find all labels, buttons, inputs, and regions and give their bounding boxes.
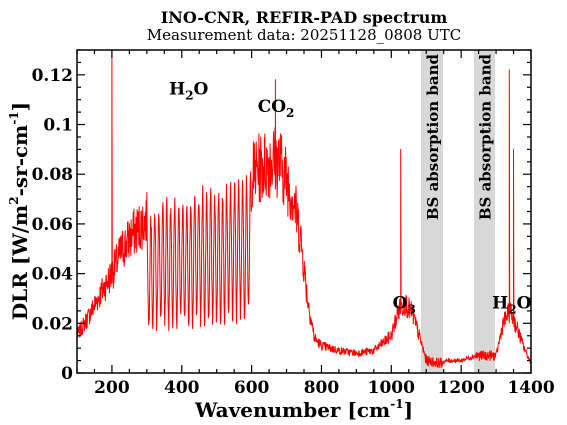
x-axis-label: Wavenumber [cm-1] xyxy=(194,397,413,422)
absorption-band-label-1: BS absorption band xyxy=(424,54,442,221)
absorption-band-label-2: BS absorption band xyxy=(477,54,495,221)
x-tick-label: 800 xyxy=(304,378,340,398)
chart-title: INO-CNR, REFIR-PAD spectrum xyxy=(161,8,448,27)
spectrum-line xyxy=(76,49,532,369)
absorption-band-1 xyxy=(420,50,443,373)
y-tick-label: 0.02 xyxy=(32,314,73,334)
y-axis-label: DLR [W/m2-sr-cm-1] xyxy=(7,102,32,320)
annotations: H2O CO2 O3 H2O xyxy=(169,80,531,317)
plot-frame xyxy=(76,49,532,374)
y-tick-labels: 0 0.02 0.04 0.06 0.08 0.1 0.12 xyxy=(32,66,74,384)
x-tick-label: 1000 xyxy=(368,378,415,398)
molecule-label: H2O xyxy=(169,80,208,103)
x-tick-label: 1200 xyxy=(437,378,484,398)
x-tick-label: 1400 xyxy=(507,378,554,398)
absorption-band-2 xyxy=(474,50,496,373)
y-tick-label: 0.08 xyxy=(32,165,73,185)
x-tick-label: 200 xyxy=(94,378,130,398)
y-tick-label: 0.06 xyxy=(32,215,73,235)
chart-subtitle: Measurement data: 20251128_0808 UTC xyxy=(147,26,461,44)
y-tick-label: 0.12 xyxy=(32,66,73,86)
y-tick-label: 0.1 xyxy=(43,116,73,136)
molecule-label: O3 xyxy=(393,293,416,316)
x-tick-label: 600 xyxy=(234,378,270,398)
absorption-bands: BS absorption band BS absorption band xyxy=(420,50,496,373)
y-tick-label: 0.04 xyxy=(32,265,74,285)
x-tick-labels: 200 400 600 800 1000 1200 1400 xyxy=(94,378,555,398)
molecule-label: H2O xyxy=(492,293,531,316)
axis-ticks xyxy=(76,49,532,374)
y-tick-label: 0 xyxy=(61,364,73,384)
x-tick-label: 400 xyxy=(164,378,200,398)
spectrum-series xyxy=(76,49,532,369)
molecule-label: CO2 xyxy=(258,97,295,120)
